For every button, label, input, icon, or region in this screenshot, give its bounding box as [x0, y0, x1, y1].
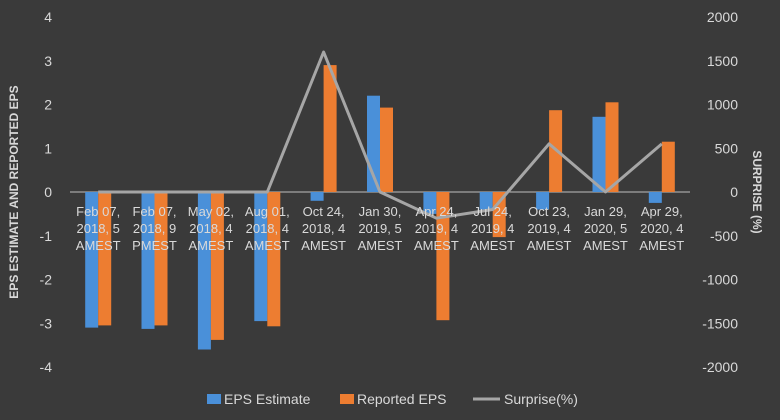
bar-eps-estimate: [197, 192, 211, 350]
x-category-label: Apr 24, 2019, 4 AMEST: [414, 204, 459, 253]
right-tick-label: -2000: [702, 359, 738, 375]
left-tick-label: -2: [40, 272, 53, 288]
right-tick-label: 1000: [707, 97, 738, 113]
right-tick-label: -500: [710, 228, 738, 244]
bar-reported-eps: [98, 192, 112, 326]
x-category-label: Jan 29, 2020, 5 AMEST: [583, 204, 628, 253]
right-axis-title: SURPRISE (%): [750, 150, 764, 233]
x-category-label: May 02, 2018, 4 AMEST: [188, 204, 234, 253]
bar-reported-eps: [210, 192, 224, 340]
x-category-label: Oct 23, 2019, 4 AMEST: [527, 204, 572, 253]
bar-reported-eps: [380, 107, 393, 192]
right-tick-label: 0: [730, 184, 738, 200]
x-category-label: Aug 01, 2018, 4 AMEST: [245, 204, 290, 253]
bar-eps-estimate: [254, 192, 268, 322]
bar-eps-estimate: [592, 116, 606, 192]
x-category-label: Jan 30, 2019, 5 AMEST: [358, 204, 403, 253]
legend-swatch-reported-eps: [340, 394, 354, 404]
left-tick-label: 4: [44, 9, 52, 25]
left-tick-label: -3: [40, 315, 53, 331]
left-tick-label: 0: [44, 184, 52, 200]
bar-eps-estimate: [141, 192, 155, 329]
bar-reported-eps: [605, 102, 619, 192]
x-category-label: Jul 24, 2019, 4 AMEST: [470, 204, 515, 253]
x-category-label: Feb 07, 2018, 5 AMEST: [76, 204, 121, 253]
bar-eps-estimate: [536, 192, 550, 210]
right-tick-label: 1500: [707, 53, 738, 69]
bar-eps-estimate: [648, 192, 662, 203]
x-category-label: Feb 07, 2018, 9 PMEST: [132, 204, 177, 253]
bar-reported-eps: [267, 192, 281, 327]
bar-eps-estimate: [479, 192, 493, 210]
bar-eps-estimate: [423, 192, 437, 214]
right-tick-label: 500: [715, 140, 739, 156]
legend-label-reported-eps: Reported EPS: [357, 391, 447, 407]
legend: EPS Estimate Reported EPS Surprise(%): [207, 391, 578, 407]
bar-eps-estimate: [310, 192, 324, 201]
bar-reported-eps: [323, 65, 337, 192]
right-tick-label: -1500: [702, 315, 738, 331]
left-axis-title: EPS ESTIMATE AND REPORTED EPS: [7, 85, 21, 298]
bar-reported-eps: [154, 192, 168, 326]
left-tick-label: 2: [44, 97, 52, 113]
left-tick-label: 3: [44, 53, 52, 69]
x-category-label: Apr 29, 2020, 4 AMEST: [639, 204, 684, 253]
bar-reported-eps: [492, 192, 506, 238]
legend-label-surprise: Surprise(%): [504, 391, 578, 407]
bar-eps-estimate: [85, 192, 99, 328]
legend-swatch-eps-estimate: [207, 394, 221, 404]
surprise-series-line: [98, 50, 663, 220]
bar-reported-eps: [661, 141, 675, 192]
left-tick-label: -4: [40, 359, 53, 375]
right-tick-label: 2000: [707, 9, 738, 25]
bar-reported-eps: [436, 192, 450, 321]
left-tick-label: 1: [44, 140, 52, 156]
x-category-label: Oct 24, 2018, 4 AMEST: [301, 204, 346, 253]
right-tick-label: -1000: [702, 272, 738, 288]
left-tick-label: -1: [40, 228, 53, 244]
legend-label-eps-estimate: EPS Estimate: [224, 391, 311, 407]
